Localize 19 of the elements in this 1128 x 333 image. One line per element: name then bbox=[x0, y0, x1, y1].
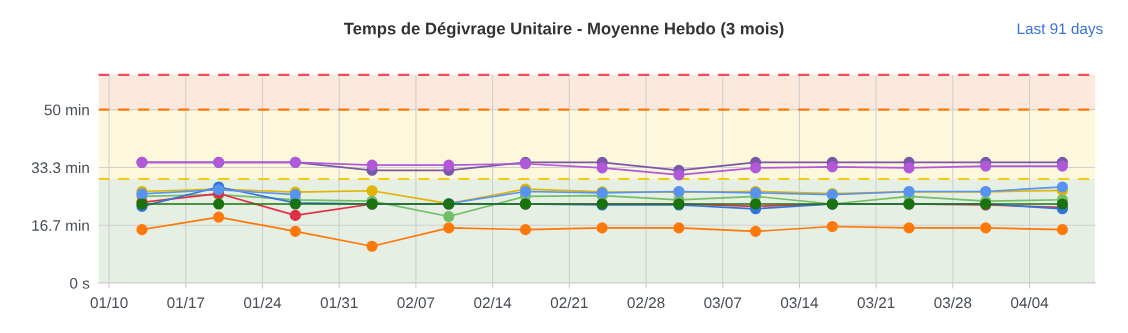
text: Last 91 days bbox=[1017, 22, 1103, 38]
x-tick-label: 01/17 bbox=[167, 296, 205, 309]
x-tick-label: 01/10 bbox=[90, 296, 128, 309]
x-tick-label: 02/07 bbox=[397, 296, 435, 309]
x-tick-label: 04/04 bbox=[1011, 296, 1049, 309]
x-tick-label: 02/14 bbox=[474, 296, 512, 309]
x-tick-label: 02/28 bbox=[627, 296, 665, 309]
y-tick-label: 50 min bbox=[44, 104, 89, 116]
y-tick-label: 16.7 min bbox=[32, 219, 89, 231]
x-tick-label: 01/24 bbox=[243, 296, 282, 309]
x-tick-label: 01/31 bbox=[320, 296, 358, 309]
x-tick-label: 03/07 bbox=[704, 296, 742, 309]
y-tick-label: 33.3 min bbox=[31, 161, 89, 174]
chart-title: Temps de Dégivrage Unitaire - Moyenne Hebdo (3 mois) bbox=[343, 22, 784, 38]
x-tick-label: 03/28 bbox=[934, 296, 972, 309]
x-tick-label: 02/21 bbox=[550, 296, 588, 309]
x-tick-label: 03/14 bbox=[780, 296, 819, 309]
y-tick-label: 0 s bbox=[70, 277, 90, 289]
x-tick-label: 03/21 bbox=[857, 296, 895, 309]
